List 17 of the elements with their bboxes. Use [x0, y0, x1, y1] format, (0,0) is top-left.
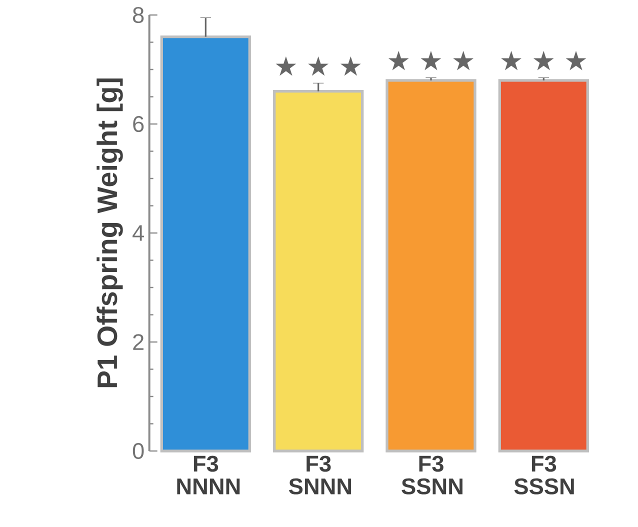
- bar: [498, 79, 589, 452]
- x-tick-label: F3 SSSN: [514, 456, 574, 494]
- y-tick-label: 2: [133, 334, 144, 350]
- annotation: ★ ★ ★: [276, 56, 361, 76]
- annotation: ★ ★ ★: [501, 50, 586, 70]
- annotation: ★ ★ ★: [388, 50, 474, 70]
- x-tick-label: F3 SNNN: [288, 456, 352, 494]
- y-tick-label: 6: [133, 116, 144, 132]
- bar: [160, 35, 252, 452]
- bar: [386, 79, 476, 452]
- y-axis-title: P1 Offspring Weight [g]: [96, 78, 123, 388]
- y-tick-label: 4: [132, 225, 144, 241]
- x-tick-label: F3 NNNN: [177, 456, 240, 494]
- y-tick-label: 0: [132, 442, 144, 460]
- bar: [273, 90, 364, 452]
- x-tick-label: F3 SSNN: [402, 456, 462, 494]
- y-tick-label: 8: [133, 6, 144, 24]
